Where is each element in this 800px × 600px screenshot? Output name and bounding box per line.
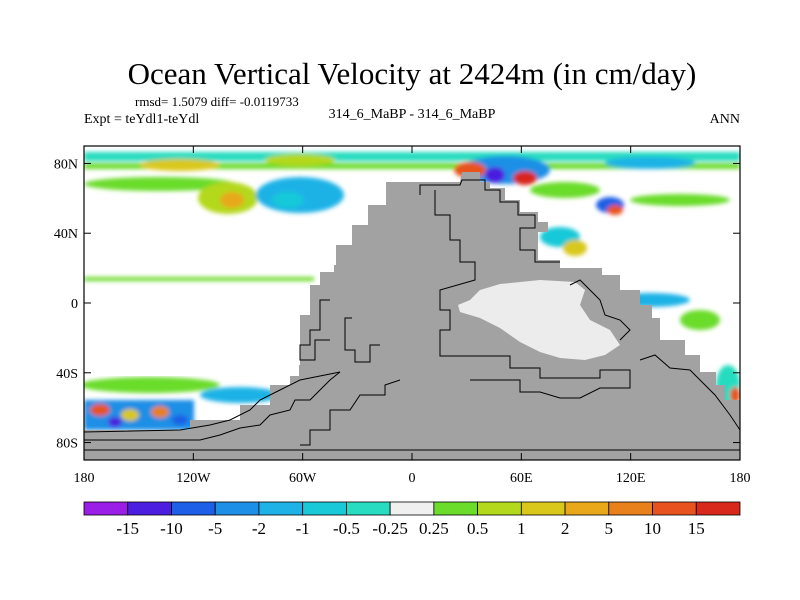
inland-sea [458, 280, 620, 360]
colorbar-swatch [695, 501, 741, 516]
x-tick-label: 180 [74, 471, 95, 486]
colorbar-swatch [171, 501, 216, 516]
x-axis: 180 120W 60W 0 60E 120E 180 [74, 146, 751, 486]
north-polar-band-2 [84, 163, 740, 169]
colorbar-label: 1 [517, 519, 526, 538]
east-tropics-2 [680, 310, 720, 330]
north-pacific-high-core [220, 192, 244, 208]
y-tick-label: 40S [56, 367, 78, 382]
land-masses [84, 172, 740, 460]
colorbar-swatch [520, 501, 566, 516]
north-band-patch [605, 157, 695, 169]
coastlines [84, 179, 740, 451]
colorbar-swatch [652, 501, 697, 516]
x-tick-label: 120W [176, 471, 211, 486]
x-tick-label: 60W [289, 471, 317, 486]
colorbar-label: 5 [605, 519, 614, 538]
coastline [344, 317, 380, 363]
north-atlantic-high [607, 205, 623, 215]
north-band-patch [140, 159, 220, 171]
colorbar-swatch [345, 501, 391, 516]
southern-low-1 [108, 417, 122, 427]
chart-title: Ocean Vertical Velocity at 2424m (in cm/… [128, 56, 697, 91]
southern-high-2 [121, 409, 139, 421]
x-tick-label: 120E [616, 471, 646, 486]
colorbar-label: -0.25 [372, 519, 407, 538]
map-plot [84, 146, 740, 460]
y-tick-label: 40N [54, 227, 78, 242]
coastline [300, 379, 401, 446]
x-tick-label: 60E [510, 471, 533, 486]
atlantic-mid-2 [563, 240, 587, 256]
colorbar-label: 2 [561, 519, 570, 538]
colorbar-label: -5 [208, 519, 222, 538]
colorbar-label: 10 [644, 519, 661, 538]
colorbar-swatch [608, 501, 653, 516]
colorbar-swatch [477, 501, 522, 516]
colorbar-swatch [389, 501, 435, 516]
x-tick-label: 0 [409, 471, 416, 486]
colorbar-swatch [433, 501, 479, 516]
north-atlantic-patch [530, 182, 600, 198]
colorbar-label: -1 [296, 519, 310, 538]
southern-high-1 [90, 404, 110, 416]
coastline [419, 179, 560, 263]
y-tick-label: 80S [56, 437, 78, 452]
southern-high-3 [151, 406, 169, 418]
colorbar-swatch [564, 501, 610, 516]
southern-band [84, 377, 220, 393]
tropical-west-band [84, 277, 314, 281]
neutral-area [84, 222, 334, 272]
neutral-areas [84, 222, 740, 376]
expt-text: Expt = teYdl1-teYdl [84, 112, 199, 127]
colorbar: -15 -10 -5 -2 -1 -0.5 -0.25 0.25 0.5 1 2 5 10 15 [83, 501, 741, 538]
colorbar-label: 0.5 [467, 519, 488, 538]
colorbar-label: -15 [116, 519, 139, 538]
colorbar-label: -2 [252, 519, 266, 538]
colorbar-swatch [83, 501, 129, 516]
colorbar-label: 15 [688, 519, 705, 538]
velocity-field [84, 152, 740, 430]
north-pacific-band [84, 177, 236, 191]
case-text: 314_6_MaBP - 314_6_MaBP [329, 107, 496, 122]
coastline [639, 354, 740, 431]
colorbar-swatch [127, 501, 172, 516]
y-axis: 80N 40N 0 40S 80S [54, 157, 740, 452]
y-tick-label: 80N [54, 157, 78, 172]
colorbar-swatch [258, 501, 304, 516]
north-pacific-low-core [272, 192, 304, 208]
colorbar-swatch [214, 501, 260, 516]
coastline [434, 190, 631, 399]
arctic-atlantic-low [485, 167, 505, 183]
coastline [84, 371, 341, 441]
colorbar-label: 0.25 [419, 519, 449, 538]
coastline [569, 279, 631, 341]
southern-band-2 [200, 387, 280, 403]
colorbar-label: -0.5 [333, 519, 360, 538]
x-tick-label: 180 [730, 471, 751, 486]
neutral-area [84, 286, 299, 376]
east-margin-high [730, 387, 740, 403]
colorbar-label: -10 [160, 519, 183, 538]
neutral-area [660, 230, 740, 290]
north-band-patch [265, 154, 335, 166]
arctic-atlantic-high-2 [513, 171, 537, 185]
northwest-patch [630, 194, 730, 206]
southern-low-2 [172, 415, 188, 425]
north-polar-band [84, 152, 740, 161]
season-text: ANN [710, 112, 740, 127]
coastline [299, 299, 330, 361]
colorbar-swatch [302, 501, 347, 516]
stats-text: rmsd= 1.5079 diff= -0.0119733 [135, 94, 299, 109]
y-tick-label: 0 [71, 297, 78, 312]
main-continent [84, 172, 740, 460]
